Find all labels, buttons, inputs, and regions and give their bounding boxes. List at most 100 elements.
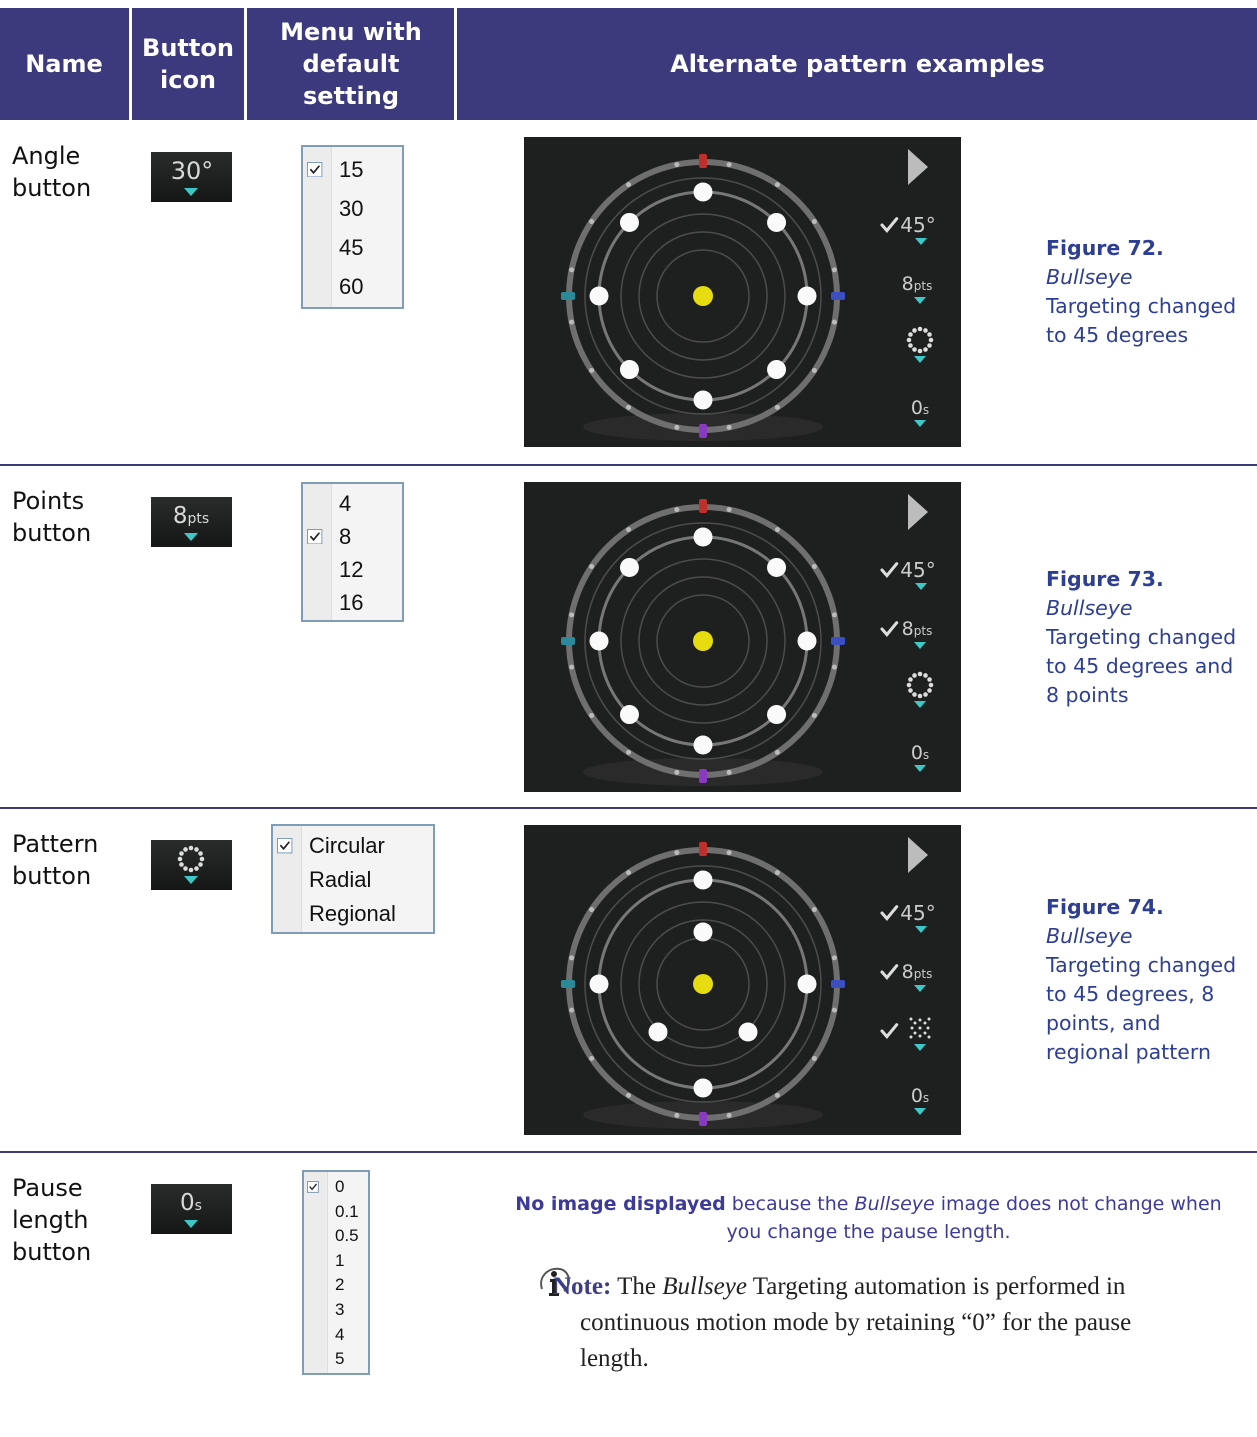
pattern-dot <box>927 343 932 348</box>
ring-tick <box>811 712 817 718</box>
target-point <box>693 1078 713 1098</box>
pattern-dot <box>913 1031 917 1035</box>
ring-tick <box>569 1007 575 1013</box>
dropdown-menu: 0 0.1 0.5 1 2 3 4 5 <box>302 1170 370 1375</box>
menu-item: 4 <box>339 491 352 516</box>
bullseye-screenshot: 45° 8pts 0s <box>524 825 961 1135</box>
control-label-main: 0 <box>911 397 923 419</box>
note-part: Targeting automation is performed in con… <box>580 1273 1132 1372</box>
ring-tick <box>726 1112 732 1118</box>
figure-label: Figure 74. <box>1046 895 1164 919</box>
row-name: Angle button <box>12 142 92 202</box>
menu-item: 8 <box>339 524 352 549</box>
header-cell: Name <box>0 8 128 120</box>
ring-tick <box>674 162 680 168</box>
menu-item: 4 <box>335 1324 345 1344</box>
figure-text: Targeting changed to 45 degrees, 8 point… <box>1046 953 1237 1064</box>
target-point <box>619 360 639 380</box>
pattern-dot <box>923 328 928 333</box>
header-divider <box>454 8 457 120</box>
button-icon <box>151 840 232 890</box>
check-mark <box>310 532 321 541</box>
icon-label: 8pts <box>173 503 209 529</box>
target-point <box>738 1022 758 1042</box>
pattern-dot <box>912 692 917 697</box>
pattern-dot <box>923 673 928 678</box>
dropdown-arrow <box>915 583 927 590</box>
menu-item: 5 <box>335 1349 345 1369</box>
control-label: 45° <box>900 558 935 582</box>
no-image-italic: Bullseye <box>854 1193 935 1215</box>
pattern-dot <box>913 1021 917 1025</box>
center-point <box>693 631 713 651</box>
axis-marker <box>699 1112 707 1126</box>
figure-title: Bullseye <box>1046 265 1133 289</box>
axis-marker <box>831 980 845 988</box>
icon-label-main: 8 <box>173 503 188 529</box>
figure-text: Targeting changed to 45 degrees <box>1046 294 1237 347</box>
note-icon-swirl <box>540 1267 570 1292</box>
note-text: Note: The Bullseye Targeting automation … <box>553 1269 1160 1377</box>
dropdown-arrow <box>914 701 926 708</box>
pattern-dot <box>908 688 913 693</box>
menu-item: 0 <box>335 1177 345 1196</box>
target-point <box>767 360 787 380</box>
pattern-dot <box>926 1026 930 1030</box>
bullseye-screenshot: 45° 8pts 0s <box>524 482 961 792</box>
ring-tick <box>811 907 817 913</box>
check-mark <box>880 217 899 233</box>
icon-label-unit: s <box>195 1198 202 1214</box>
dropdown-arrow <box>914 642 926 649</box>
pattern-dot <box>917 348 923 354</box>
ring-tick <box>674 850 680 856</box>
target-point <box>767 705 787 725</box>
ring-tick <box>674 507 680 513</box>
dropdown-arrow <box>184 1220 198 1228</box>
figure-title: Bullseye <box>1046 595 1133 620</box>
figure-label: Figure 72. <box>1046 236 1164 260</box>
pattern-dot <box>179 862 184 867</box>
menu-gutter <box>303 484 332 620</box>
pattern-dot <box>927 677 932 682</box>
menu-item: Radial <box>309 867 372 892</box>
no-image-part: image does not change when you change th… <box>726 1193 1222 1243</box>
ring-tick <box>589 907 595 913</box>
ring-tick <box>674 1112 680 1118</box>
menu-checkbox <box>307 528 323 545</box>
pattern-dot <box>199 856 205 862</box>
pattern-dot <box>928 682 934 688</box>
ring <box>620 901 786 1067</box>
menu-item: Circular <box>309 833 385 858</box>
no-image-bold: No image displayed <box>515 1193 726 1215</box>
pattern-dot <box>918 1026 922 1030</box>
ring-tick <box>589 564 595 570</box>
ring-tick <box>726 769 732 775</box>
axis-marker <box>561 292 575 300</box>
ring-tick <box>589 712 595 718</box>
ring-tick <box>774 870 780 876</box>
ring-tick <box>774 527 780 533</box>
menu-gutter <box>304 1172 328 1373</box>
play-button <box>908 837 928 873</box>
menu-item: 45 <box>339 235 364 260</box>
figure-caption: Figure 74. Bullseye Targeting changed to 4… <box>1046 825 1246 1135</box>
pattern-dot <box>198 862 203 867</box>
pattern-dot <box>927 332 932 337</box>
ring-tick <box>811 564 817 570</box>
pattern-dot <box>923 347 928 352</box>
ring-tick <box>831 664 837 670</box>
dropdown-arrow <box>914 765 926 772</box>
axis-marker <box>699 424 707 438</box>
figure-text: Targeting changed to 45 degrees and 8 po… <box>1046 624 1237 707</box>
axis-marker <box>561 637 575 645</box>
ring <box>584 177 822 415</box>
pattern-dot <box>908 343 913 348</box>
pattern-dot <box>928 337 934 343</box>
dropdown-arrow <box>914 420 926 427</box>
pattern-dot <box>923 692 928 697</box>
check-mark <box>880 905 899 921</box>
control-label: 8pts <box>902 618 933 640</box>
pattern-dot <box>918 1018 922 1022</box>
ring-tick <box>831 955 837 961</box>
center-point <box>693 974 713 994</box>
